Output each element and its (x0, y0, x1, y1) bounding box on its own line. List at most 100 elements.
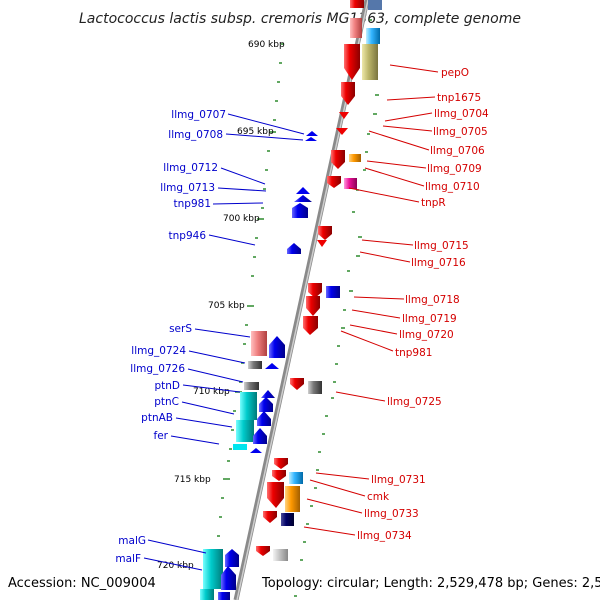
gene-arrow-llmg-0724 (265, 363, 279, 369)
gene-block-llmg-0709-orange (349, 154, 361, 162)
gene-arrow-llmg-0720 (303, 316, 318, 335)
gene-label-llmg-0705[interactable]: llmg_0705 (433, 126, 488, 138)
gene-block-ptnab-cyan (236, 420, 254, 442)
gene-block-sers-pink (251, 331, 267, 356)
gene-block-bottom-blue (218, 592, 230, 600)
gene-arrow-llmg-0713 (294, 195, 312, 202)
gene-label-sers[interactable]: serS (169, 323, 192, 335)
gene-label-llmg-0704[interactable]: llmg_0704 (434, 108, 489, 120)
minus-strand-leaders (303, 64, 439, 536)
gene-arrow-ptnc (259, 397, 273, 412)
map-title: Lactococcus lactis subsp. cremoris MG136… (79, 11, 521, 27)
gene-block-llmg-0731-sky (289, 472, 303, 484)
gene-arrow-pepo-left (344, 44, 360, 80)
scale-label-690: 690 kbp (248, 40, 285, 50)
scale-label-705: 705 kbp (208, 301, 245, 311)
gene-arrow-llmg-0734 (263, 511, 277, 523)
gene-arrow-llmg-0715 (318, 226, 332, 240)
gene-label-fer[interactable]: fer (154, 430, 169, 442)
gene-arrow-tnp1675 (341, 82, 355, 105)
gene-arrow-llmg-0725 (290, 378, 304, 390)
gene-arrow-llmg-0719 (306, 296, 320, 316)
gene-arrow-sers (269, 336, 285, 358)
gene-label-tnpr[interactable]: tnpR (421, 197, 446, 209)
gene-label-llmg-0713[interactable]: llmg_0713 (160, 182, 215, 194)
left-tick-column (209, 43, 284, 585)
gene-label-pepo[interactable]: pepO (441, 67, 469, 79)
gene-label-llmg-0733[interactable]: llmg_0733 (364, 508, 419, 520)
gene-block-llmg-0726-gray (244, 382, 259, 390)
gene-label-malf[interactable]: malF (115, 553, 141, 565)
gene-label-llmg-0734[interactable]: llmg_0734 (357, 530, 412, 542)
gene-block-top-red (350, 0, 364, 8)
minus-strand-features (256, 0, 382, 561)
gene-block-llmg-0724-gray (248, 361, 262, 369)
gene-block-fer-cyan (233, 444, 247, 450)
gene-label-malg[interactable]: malG (118, 535, 146, 547)
gene-block-sky (366, 28, 380, 44)
gene-arrow-ptnd (261, 390, 275, 398)
gene-arrow-llmg-0733 (267, 482, 284, 508)
gene-label-tnp981-plus[interactable]: tnp981 (174, 198, 211, 210)
gene-block-ptnd-cyan (240, 392, 257, 420)
gene-label-llmg-0725[interactable]: llmg_0725 (387, 396, 442, 408)
gene-label-ptnd[interactable]: ptnD (154, 380, 180, 392)
gene-block-olive-pepo (362, 44, 378, 80)
gene-arrow-tnp946 (287, 243, 301, 254)
gene-label-llmg-0716[interactable]: llmg_0716 (411, 257, 466, 269)
gene-arrow-llmg-0705 (336, 128, 348, 135)
gene-label-llmg-0710[interactable]: llmg_0710 (425, 181, 480, 193)
plus-strand-labels: llmg_0707 llmg_0708 llmg_0712 llmg_0713 … (115, 109, 226, 565)
topology-text: Topology: circular; Length: 2,529,478 bp… (261, 576, 600, 591)
gene-block-bottom-lightgray (273, 549, 288, 561)
gene-label-llmg-0720[interactable]: llmg_0720 (399, 329, 454, 341)
gene-label-llmg-0712[interactable]: llmg_0712 (163, 162, 218, 174)
scale-label-700: 700 kbp (223, 214, 260, 224)
gene-block-tnpr-magenta (344, 178, 357, 189)
gene-arrow-llmg-0716 (317, 240, 327, 247)
gene-block-top-steel (368, 0, 382, 10)
gene-label-llmg-0724[interactable]: llmg_0724 (131, 345, 186, 357)
gene-label-llmg-0731[interactable]: llmg_0731 (371, 474, 426, 486)
accession-text: Accession: NC_009004 (8, 576, 156, 591)
gene-block-pink (350, 18, 362, 38)
gene-arrow-llmg-0707 (306, 131, 318, 136)
gene-arrow-llmg-0731 (274, 458, 288, 469)
gene-label-llmg-0718[interactable]: llmg_0718 (405, 294, 460, 306)
minus-strand-labels: pepO tnp1675 llmg_0704 llmg_0705 llmg_07… (357, 67, 489, 542)
gene-arrow-fer-small (250, 448, 262, 453)
footer-left-bg (0, 572, 150, 594)
gene-block-bottom-cyan (200, 589, 214, 600)
gene-block-llmg-0725-gray (308, 381, 322, 394)
gene-label-tnp946[interactable]: tnp946 (169, 230, 207, 242)
gene-arrow-llmg-0704 (339, 112, 349, 119)
gene-label-ptnc[interactable]: ptnC (154, 396, 179, 408)
scale-label-695: 695 kbp (237, 127, 274, 137)
gene-label-ptnab[interactable]: ptnAB (141, 412, 173, 424)
scale-label-720: 720 kbp (157, 561, 194, 571)
gene-label-llmg-0715[interactable]: llmg_0715 (414, 240, 469, 252)
gene-label-llmg-0706[interactable]: llmg_0706 (430, 145, 485, 157)
gene-block-malg-cyan (203, 549, 223, 589)
gene-label-llmg-0726[interactable]: llmg_0726 (130, 363, 185, 375)
gene-label-tnp981-minus[interactable]: tnp981 (395, 347, 432, 359)
gene-arrow-malf (221, 566, 236, 590)
gene-arrow-llmg-0709 (331, 150, 345, 169)
gene-label-llmg-0719[interactable]: llmg_0719 (402, 313, 457, 325)
gene-arrow-bottom-red (256, 546, 270, 556)
plus-strand-features (200, 131, 318, 600)
gene-label-llmg-0708[interactable]: llmg_0708 (168, 129, 223, 141)
gene-arrow-llmg-0710 (327, 176, 341, 188)
gene-arrow-cmk (272, 470, 286, 481)
gene-label-llmg-0709[interactable]: llmg_0709 (427, 163, 482, 175)
plus-strand-leaders (143, 113, 305, 571)
gene-block-llmg-0734-navy (281, 513, 294, 526)
gene-label-llmg-0707[interactable]: llmg_0707 (171, 109, 226, 121)
gene-label-cmk[interactable]: cmk (367, 491, 390, 503)
gene-label-tnp1675[interactable]: tnp1675 (437, 92, 481, 104)
gene-arrow-ptnab (257, 411, 271, 426)
scale-label-710: 710 kbp (193, 387, 230, 397)
gene-arrow-llmg-0718 (308, 283, 322, 298)
gene-arrow-malg (225, 549, 239, 567)
